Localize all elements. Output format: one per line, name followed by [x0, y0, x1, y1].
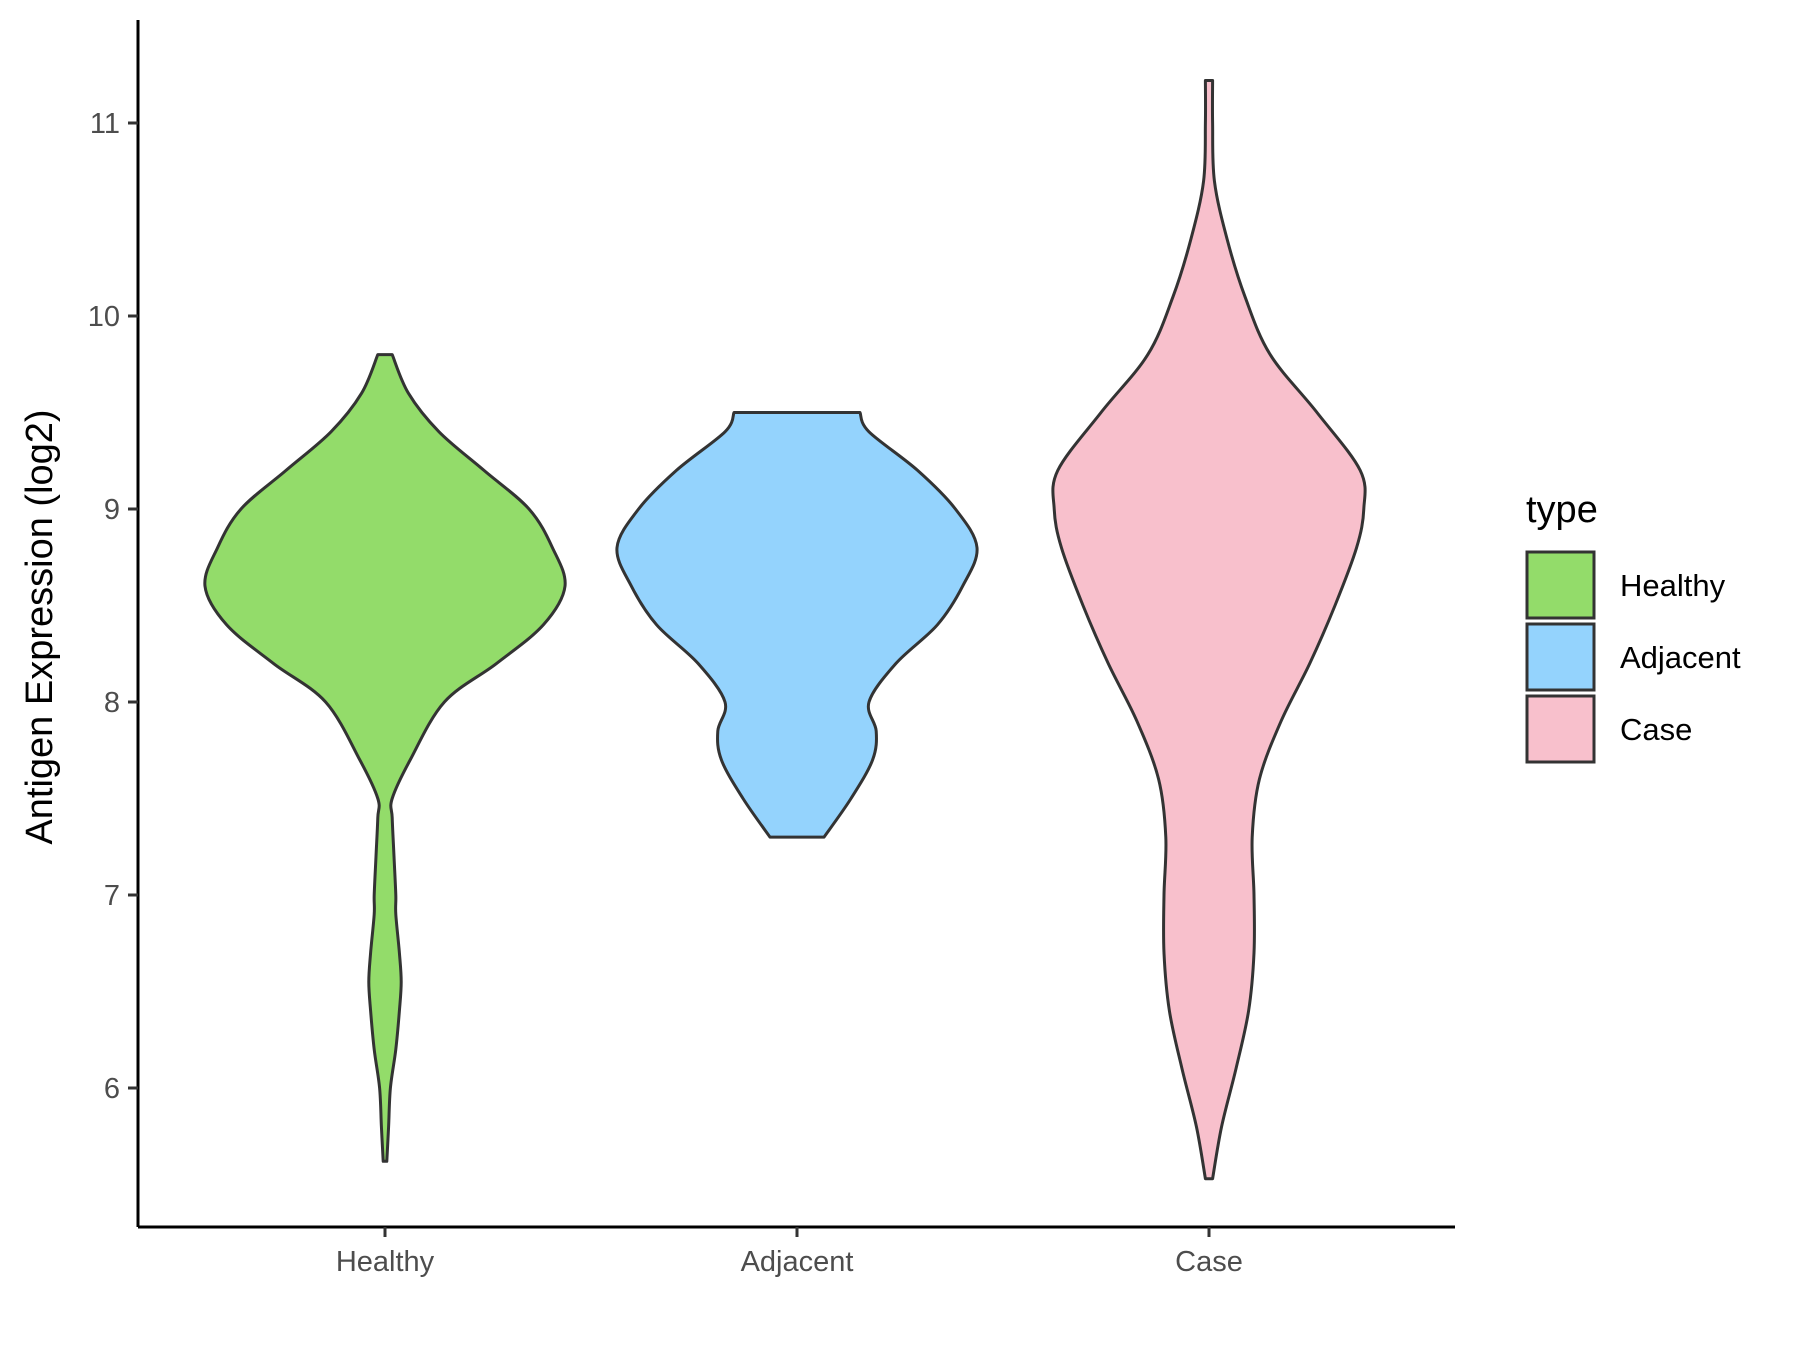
violin-healthy — [203, 353, 567, 1163]
legend-label-adjacent: Adjacent — [1620, 640, 1741, 675]
x-tick-label: Adjacent — [741, 1246, 854, 1278]
y-tick-label: 9 — [104, 494, 120, 526]
y-axis-title: Antigen Expression (log2) — [19, 409, 61, 844]
legend: type Healthy Adjacent Case — [1525, 489, 1741, 764]
legend-swatch-case — [1525, 694, 1596, 764]
y-tick-label: 7 — [104, 880, 120, 912]
legend-title: type — [1526, 489, 1598, 531]
legend-label-case: Case — [1620, 712, 1692, 747]
legend-swatch-healthy — [1525, 550, 1596, 620]
violin-adjacent — [615, 411, 979, 839]
y-tick-label: 10 — [88, 301, 120, 333]
y-tick-label: 6 — [104, 1073, 120, 1105]
y-axis: 6 7 8 9 10 11 — [88, 20, 140, 1227]
y-tick-label: 8 — [104, 687, 120, 719]
x-tick-label: Healthy — [336, 1246, 435, 1278]
y-tick-label: 11 — [90, 108, 120, 140]
plot-area — [203, 79, 1367, 1181]
x-tick-label: Case — [1175, 1246, 1243, 1278]
violin-case — [1051, 79, 1367, 1181]
x-axis: Healthy Adjacent Case — [138, 1225, 1455, 1278]
legend-swatch-adjacent — [1525, 622, 1596, 692]
legend-label-healthy: Healthy — [1620, 568, 1726, 603]
